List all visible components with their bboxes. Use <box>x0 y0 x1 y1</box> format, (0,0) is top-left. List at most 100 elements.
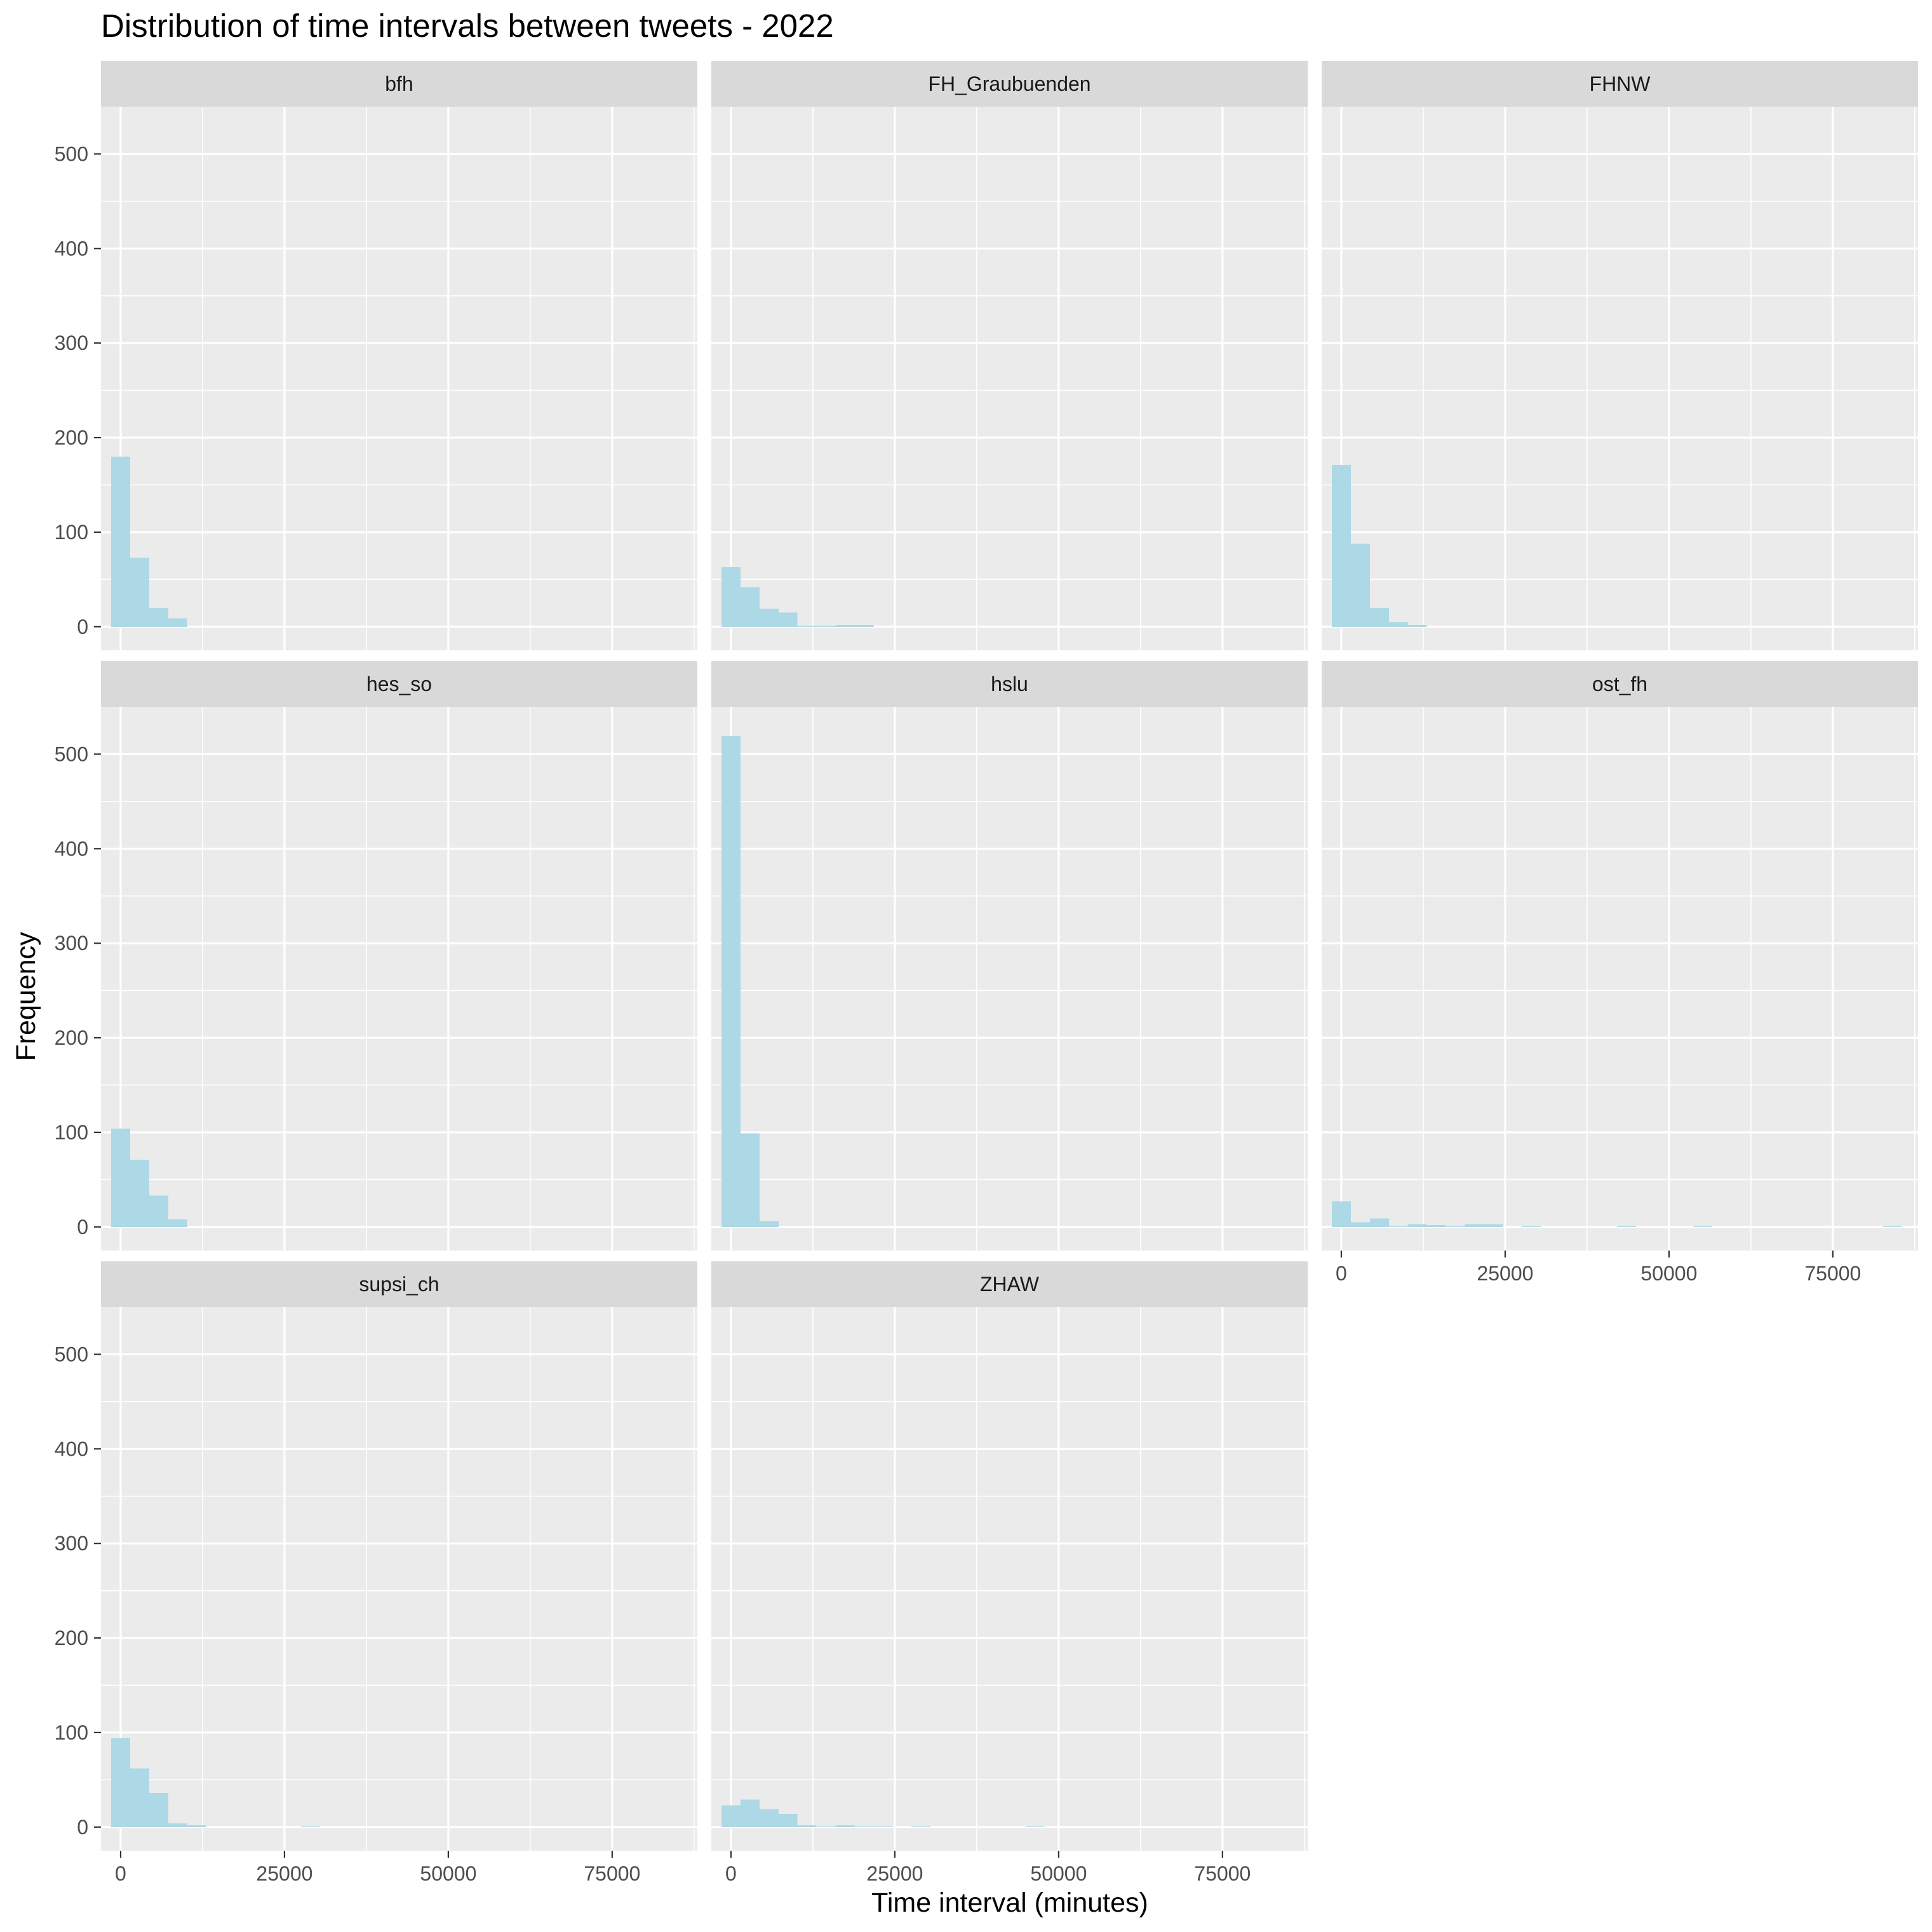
histogram-bar <box>1350 1222 1370 1227</box>
histogram-bar <box>1407 1224 1427 1227</box>
histogram-bar <box>1331 465 1351 627</box>
panel-background <box>711 707 1308 1251</box>
histogram-bar <box>1407 624 1427 627</box>
facet-strip <box>711 661 1308 707</box>
histogram-bar <box>759 608 779 627</box>
histogram-bar <box>130 558 149 627</box>
x-tick-label: 50000 <box>1030 1862 1087 1885</box>
y-tick-label: 500 <box>55 742 88 765</box>
histogram-bar <box>1388 622 1408 627</box>
facet-strip-label: ost_fh <box>1592 673 1647 695</box>
y-tick-label: 100 <box>55 1721 88 1744</box>
y-tick-label: 200 <box>55 1627 88 1649</box>
histogram-bar <box>740 1799 760 1827</box>
histogram-bar <box>1426 1224 1446 1227</box>
histogram-bar <box>149 1195 168 1227</box>
facet-panel-FH_Graubuenden: FH_Graubuenden <box>711 61 1308 650</box>
histogram-bar <box>1465 1224 1484 1227</box>
facet-strip <box>711 1261 1308 1307</box>
y-tick-label: 100 <box>55 521 88 544</box>
y-tick-label: 500 <box>55 142 88 165</box>
histogram-bar <box>111 1738 130 1827</box>
facet-strip-label: supsi_ch <box>359 1273 439 1296</box>
x-tick-label: 25000 <box>866 1862 923 1885</box>
histogram-bar <box>168 1219 187 1227</box>
panel-background <box>711 107 1308 650</box>
facet-panels: bfh 0 100 200 300 400 500 FH_Graubuenden FHNW hes… <box>55 61 1918 1885</box>
histogram-bar <box>1484 1224 1503 1227</box>
histogram-bar <box>911 1826 931 1827</box>
histogram-bar <box>778 1813 798 1827</box>
facet-panel-hslu: hslu <box>711 661 1308 1251</box>
y-tick-label: 300 <box>55 1532 88 1555</box>
facet-panel-ost_fh: ost_fh 0 25000 50000 75000 <box>1322 661 1918 1285</box>
histogram-bar <box>740 587 760 627</box>
histogram-bar <box>149 1793 168 1827</box>
histogram-bar <box>778 612 798 627</box>
x-tick-label: 50000 <box>420 1862 476 1885</box>
y-tick-label: 0 <box>77 1216 88 1238</box>
y-tick-label: 400 <box>55 1437 88 1460</box>
histogram-bar <box>1331 1201 1351 1227</box>
histogram-bar <box>1369 1218 1389 1227</box>
x-tick-label: 50000 <box>1640 1262 1697 1285</box>
x-tick-label: 75000 <box>584 1862 640 1885</box>
histogram-bar <box>1369 608 1389 627</box>
histogram-bar <box>816 1826 836 1827</box>
facet-strip <box>1322 661 1918 707</box>
histogram-bar <box>301 1826 321 1827</box>
histogram-bar <box>130 1160 149 1227</box>
histogram-bar <box>111 1128 130 1227</box>
histogram-bar <box>740 1133 760 1227</box>
facet-strip <box>101 61 697 107</box>
facet-strip-label: FHNW <box>1590 72 1651 95</box>
histogram-bar <box>721 1805 741 1827</box>
x-tick-label: 0 <box>1336 1262 1347 1285</box>
facet-strip-label: hes_so <box>366 673 432 695</box>
histogram-bar <box>835 1825 855 1827</box>
panel-background <box>101 707 697 1251</box>
facet-strip-label: hslu <box>991 673 1028 695</box>
histogram-bar <box>797 1825 817 1827</box>
histogram-bar <box>759 1221 779 1227</box>
x-tick-label: 0 <box>725 1862 737 1885</box>
y-tick-label: 400 <box>55 837 88 860</box>
panel-background <box>711 1307 1308 1851</box>
histogram-bar <box>721 736 741 1227</box>
facet-strip-label: bfh <box>385 72 413 95</box>
y-axis-title: Frequency <box>11 932 41 1061</box>
y-tick-label: 200 <box>55 1026 88 1049</box>
facet-strip <box>101 661 697 707</box>
histogram-bar <box>721 567 741 627</box>
histogram-bar <box>1025 1826 1045 1827</box>
facet-strip-label: FH_Graubuenden <box>928 72 1090 95</box>
y-tick-label: 400 <box>55 237 88 260</box>
histogram-bar <box>873 1826 893 1827</box>
histogram-bar <box>149 608 168 627</box>
histogram-bar <box>168 618 187 627</box>
panel-background <box>1322 107 1918 650</box>
x-tick-label: 75000 <box>1804 1262 1861 1285</box>
x-tick-label: 25000 <box>1477 1262 1533 1285</box>
x-tick-label: 0 <box>115 1862 126 1885</box>
facet-panel-hes_so: hes_so 0 100 200 300 400 500 <box>55 661 697 1251</box>
x-tick-label: 75000 <box>1194 1862 1251 1885</box>
facet-strip <box>101 1261 697 1307</box>
histogram-bar <box>111 456 130 627</box>
facet-strip <box>711 61 1308 107</box>
x-tick-label: 25000 <box>256 1862 312 1885</box>
facet-strip <box>1322 61 1918 107</box>
histogram-bar <box>130 1768 149 1827</box>
histogram-bar <box>854 1826 874 1827</box>
histogram-bar <box>1350 543 1370 627</box>
y-tick-label: 0 <box>77 1816 88 1839</box>
histogram-bar <box>854 624 874 627</box>
facet-panel-supsi_ch: supsi_ch 0 100 200 300 400 500 0 25000 50000 75000 <box>55 1261 697 1885</box>
x-axis-title: Time interval (minutes) <box>871 1888 1148 1918</box>
facet-panel-bfh: bfh 0 100 200 300 400 500 <box>55 61 697 650</box>
histogram-bar <box>835 624 855 627</box>
panel-background <box>1322 707 1918 1251</box>
facet-panel-ZHAW: ZHAW 0 25000 50000 75000 <box>711 1261 1308 1885</box>
facet-panel-FHNW: FHNW <box>1322 61 1918 650</box>
